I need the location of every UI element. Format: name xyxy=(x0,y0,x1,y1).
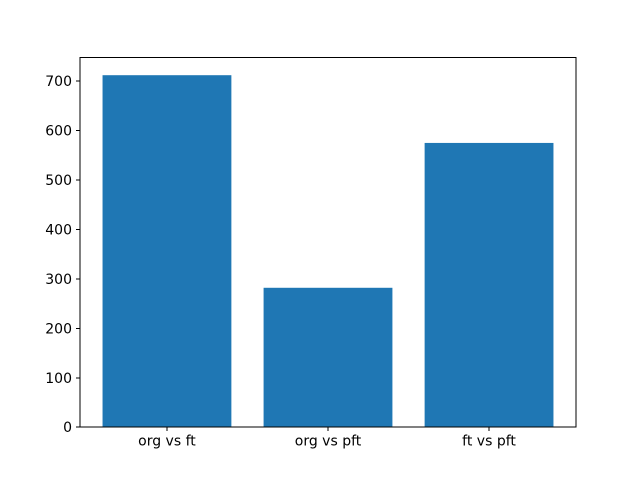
x-tick-label: ft vs pft xyxy=(462,434,516,450)
bar-2 xyxy=(424,142,554,428)
y-tick-label: 600 xyxy=(45,124,72,140)
y-tick-label: 300 xyxy=(45,272,72,288)
bar-0 xyxy=(102,75,232,428)
bar-1 xyxy=(263,287,393,428)
x-tick-label: org vs ft xyxy=(138,434,196,450)
y-tick-label: 0 xyxy=(63,420,72,436)
y-tick-label: 100 xyxy=(45,371,72,387)
y-tick-label: 200 xyxy=(45,321,72,337)
y-tick-label: 400 xyxy=(45,222,72,238)
y-tick-label: 700 xyxy=(45,74,72,90)
x-tick-label: org vs pft xyxy=(295,434,362,450)
y-tick-label: 500 xyxy=(45,173,72,189)
